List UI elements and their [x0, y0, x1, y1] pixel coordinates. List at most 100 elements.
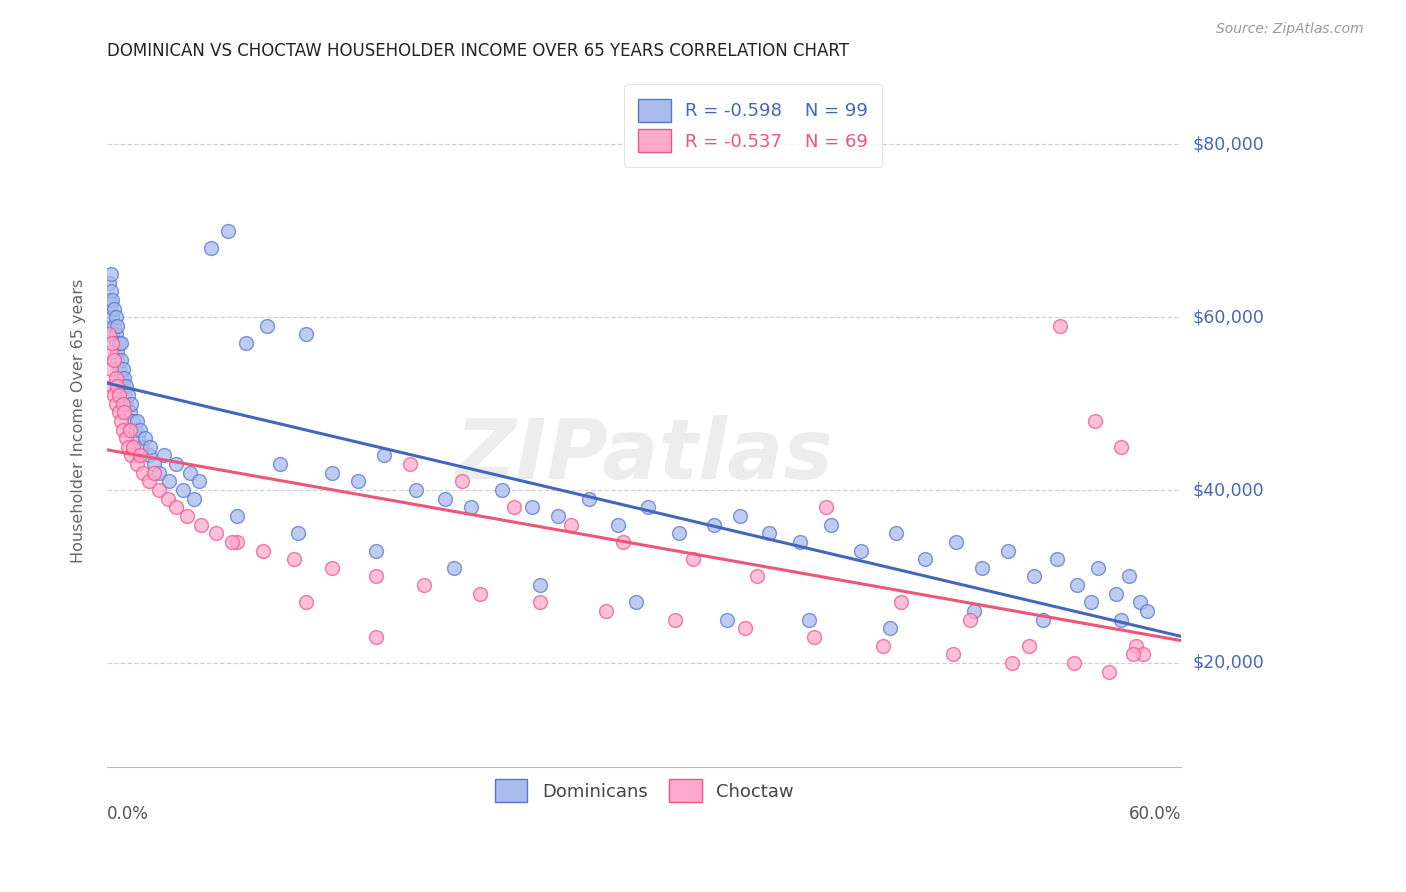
- Text: 60.0%: 60.0%: [1129, 805, 1181, 823]
- Text: 0.0%: 0.0%: [107, 805, 149, 823]
- Point: [962, 604, 984, 618]
- Point: [200, 241, 222, 255]
- Point: [560, 517, 582, 532]
- Text: ZIPatlas: ZIPatlas: [456, 415, 834, 496]
- Point: [107, 344, 129, 359]
- Point: [112, 370, 135, 384]
- Point: [104, 336, 127, 351]
- Point: [101, 310, 124, 325]
- Point: [122, 440, 145, 454]
- Point: [945, 535, 967, 549]
- Point: [745, 569, 768, 583]
- Point: [139, 440, 162, 454]
- Point: [125, 457, 148, 471]
- Point: [110, 370, 132, 384]
- Point: [399, 457, 422, 471]
- Point: [110, 414, 132, 428]
- Point: [148, 466, 170, 480]
- Point: [1109, 613, 1132, 627]
- Point: [104, 396, 127, 410]
- Point: [252, 543, 274, 558]
- Point: [682, 552, 704, 566]
- Point: [156, 491, 179, 506]
- Point: [820, 517, 842, 532]
- Point: [1125, 639, 1147, 653]
- Point: [1049, 318, 1071, 333]
- Point: [101, 327, 124, 342]
- Point: [1087, 561, 1109, 575]
- Point: [217, 224, 239, 238]
- Point: [115, 431, 138, 445]
- Point: [468, 587, 491, 601]
- Point: [108, 405, 131, 419]
- Point: [132, 466, 155, 480]
- Point: [108, 336, 131, 351]
- Point: [172, 483, 194, 497]
- Point: [405, 483, 427, 497]
- Point: [668, 526, 690, 541]
- Point: [849, 543, 872, 558]
- Point: [547, 508, 569, 523]
- Point: [1104, 587, 1126, 601]
- Text: $60,000: $60,000: [1192, 309, 1264, 326]
- Point: [226, 508, 249, 523]
- Point: [872, 639, 894, 653]
- Point: [295, 595, 318, 609]
- Point: [364, 569, 387, 583]
- Point: [758, 526, 780, 541]
- Point: [131, 440, 153, 454]
- Point: [637, 500, 659, 515]
- Point: [103, 388, 125, 402]
- Text: $40,000: $40,000: [1192, 481, 1264, 499]
- Point: [112, 405, 135, 419]
- Point: [914, 552, 936, 566]
- Point: [235, 336, 257, 351]
- Point: [364, 630, 387, 644]
- Point: [443, 561, 465, 575]
- Point: [797, 613, 820, 627]
- Point: [413, 578, 436, 592]
- Point: [111, 362, 134, 376]
- Point: [111, 379, 134, 393]
- Point: [460, 500, 482, 515]
- Point: [100, 297, 122, 311]
- Point: [815, 500, 838, 515]
- Text: DOMINICAN VS CHOCTAW HOUSEHOLDER INCOME OVER 65 YEARS CORRELATION CHART: DOMINICAN VS CHOCTAW HOUSEHOLDER INCOME …: [107, 42, 849, 60]
- Point: [451, 475, 474, 489]
- Point: [115, 396, 138, 410]
- Point: [165, 500, 187, 515]
- Point: [190, 517, 212, 532]
- Point: [101, 379, 124, 393]
- Point: [104, 327, 127, 342]
- Point: [734, 621, 756, 635]
- Point: [112, 388, 135, 402]
- Point: [97, 327, 120, 342]
- Point: [529, 595, 551, 609]
- Point: [1132, 647, 1154, 661]
- Point: [107, 353, 129, 368]
- Point: [115, 379, 138, 393]
- Point: [205, 526, 228, 541]
- Point: [789, 535, 811, 549]
- Point: [803, 630, 825, 644]
- Text: $20,000: $20,000: [1192, 654, 1264, 672]
- Point: [125, 414, 148, 428]
- Text: $80,000: $80,000: [1192, 136, 1264, 153]
- Point: [179, 466, 201, 480]
- Point: [607, 517, 630, 532]
- Point: [100, 285, 122, 299]
- Point: [120, 396, 142, 410]
- Point: [110, 353, 132, 368]
- Point: [110, 336, 132, 351]
- Point: [1098, 665, 1121, 679]
- Point: [256, 318, 278, 333]
- Point: [103, 301, 125, 316]
- Point: [595, 604, 617, 618]
- Point: [183, 491, 205, 506]
- Point: [520, 500, 543, 515]
- Point: [364, 543, 387, 558]
- Point: [101, 336, 124, 351]
- Point: [104, 370, 127, 384]
- Point: [107, 379, 129, 393]
- Point: [165, 457, 187, 471]
